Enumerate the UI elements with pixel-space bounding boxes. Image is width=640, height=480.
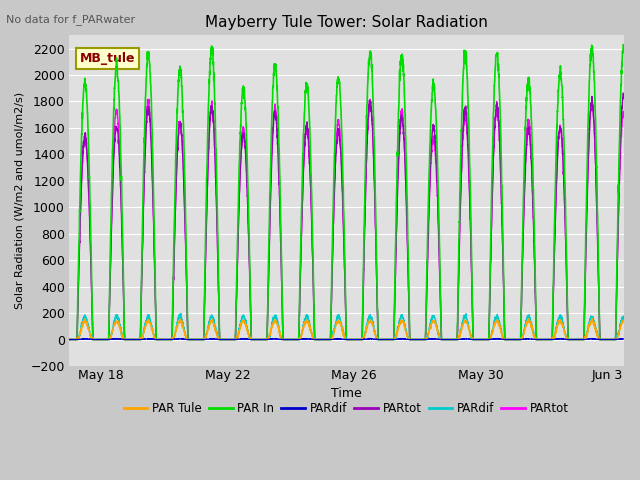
Legend: PAR Tule, PAR In, PARdif, PARtot, PARdif, PARtot: PAR Tule, PAR In, PARdif, PARtot, PARdif…: [119, 397, 573, 420]
Text: No data for f_PARwater: No data for f_PARwater: [6, 14, 136, 25]
Text: MB_tule: MB_tule: [80, 52, 136, 65]
Title: Mayberry Tule Tower: Solar Radiation: Mayberry Tule Tower: Solar Radiation: [205, 15, 488, 30]
Y-axis label: Solar Radiation (W/m2 and umol/m2/s): Solar Radiation (W/m2 and umol/m2/s): [15, 92, 25, 309]
X-axis label: Time: Time: [331, 387, 362, 400]
